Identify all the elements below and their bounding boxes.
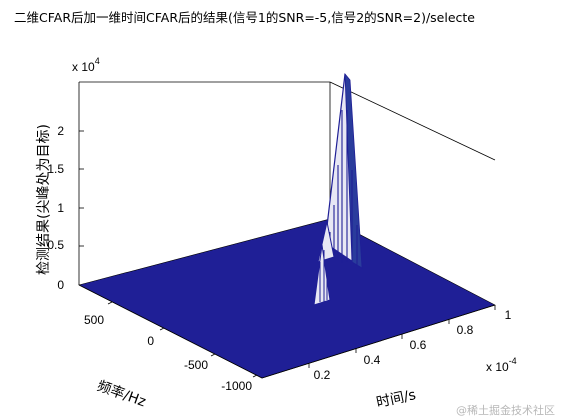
x-tick-label: 0.4 xyxy=(364,353,381,367)
z-tick-label: 1.5 xyxy=(47,162,64,176)
z-axis-label: 检测结果(尖峰处为目标) xyxy=(36,124,52,275)
z-tick-label: 0.5 xyxy=(47,238,64,252)
peak-main-face xyxy=(344,72,363,269)
y-tick-label: -500 xyxy=(184,358,208,372)
x-tick-label: 1 xyxy=(505,308,512,322)
surface-peaks xyxy=(313,72,363,306)
x-axis-ticks: 0.2 0.4 0.6 0.8 1 xyxy=(314,308,512,382)
y-tick-label: 500 xyxy=(84,313,104,327)
x-exponent: x 10-4 xyxy=(486,356,517,374)
x-exponent-base: x 10 xyxy=(486,360,509,374)
z-tick-label: 1 xyxy=(57,201,64,215)
watermark: @稀土掘金技术社区 xyxy=(456,403,555,417)
axes-box xyxy=(78,81,496,285)
y-tick-marks xyxy=(107,301,258,378)
y-tick-label: -1000 xyxy=(221,379,252,393)
y-axis-ticks: 500 0 -500 -1000 xyxy=(84,313,252,393)
z-exponent-base: x 10 xyxy=(72,60,95,74)
x-tick-marks xyxy=(308,305,496,368)
x-exponent-power: -4 xyxy=(509,356,517,366)
y-tick-label: 0 xyxy=(147,334,154,348)
z-tick-marks xyxy=(79,130,84,286)
z-axis-ticks: 0 0.5 1 1.5 2 xyxy=(47,124,64,292)
x-tick-label: 0.8 xyxy=(457,323,474,337)
chart-title: 二维CFAR后加一维时间CFAR后的结果(信号1的SNR=-5,信号2的SNR=… xyxy=(14,10,475,25)
x-tick-label: 0.2 xyxy=(314,368,331,382)
y-axis-label: 频率/Hz xyxy=(95,377,148,410)
x-axis-label: 时间/s xyxy=(375,387,417,411)
x-tick-label: 0.6 xyxy=(410,338,427,352)
peak-small-lower xyxy=(313,244,331,306)
z-tick-label: 0 xyxy=(57,278,64,292)
peak-small-hatch xyxy=(319,250,328,302)
surface-floor xyxy=(78,218,496,379)
front-axes xyxy=(78,284,496,379)
z-tick-label: 2 xyxy=(57,124,64,138)
z-exponent-power: 4 xyxy=(95,56,100,66)
z-exponent: x 104 xyxy=(72,56,100,74)
